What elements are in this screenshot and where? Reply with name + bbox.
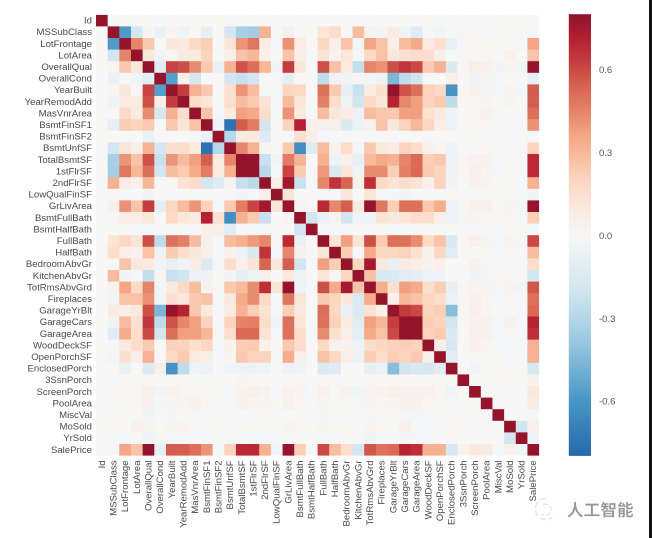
- svg-text:GarageYrBlt: GarageYrBlt: [39, 306, 92, 317]
- svg-text:PoolArea: PoolArea: [53, 398, 93, 409]
- svg-text:YearRemodAdd: YearRemodAdd: [25, 97, 92, 108]
- svg-text:OverallCond: OverallCond: [39, 74, 92, 85]
- svg-text:YrSold: YrSold: [63, 433, 92, 444]
- svg-text:2ndFlrSF: 2ndFlrSF: [53, 178, 93, 189]
- svg-text:Fireplaces: Fireplaces: [377, 460, 388, 504]
- svg-text:Id: Id: [97, 460, 108, 468]
- svg-text:YearBuilt: YearBuilt: [54, 85, 92, 96]
- svg-text:LowQualFinSF: LowQualFinSF: [29, 190, 93, 201]
- svg-text:MoSold: MoSold: [505, 460, 516, 493]
- svg-text:YrSold: YrSold: [517, 460, 528, 489]
- svg-text:OverallCond: OverallCond: [155, 460, 166, 513]
- svg-text:ScreenPorch: ScreenPorch: [37, 387, 92, 398]
- svg-text:MoSold: MoSold: [59, 422, 92, 433]
- svg-text:YearRemodAdd: YearRemodAdd: [178, 460, 189, 527]
- svg-text:FullBath: FullBath: [57, 236, 92, 247]
- svg-text:0.3: 0.3: [599, 148, 612, 159]
- svg-text:BedroomAbvGr: BedroomAbvGr: [342, 460, 353, 527]
- svg-text:LowQualFinSF: LowQualFinSF: [272, 460, 283, 524]
- svg-text:GrLivArea: GrLivArea: [283, 460, 294, 504]
- svg-text:BsmtHalfBath: BsmtHalfBath: [33, 224, 92, 235]
- svg-text:ScreenPorch: ScreenPorch: [470, 460, 481, 515]
- svg-text:BsmtFullBath: BsmtFullBath: [35, 213, 92, 224]
- svg-text:2ndFlrSF: 2ndFlrSF: [260, 460, 271, 500]
- svg-text:1stFlrSF: 1stFlrSF: [56, 166, 92, 177]
- svg-text:EnclosedPorch: EnclosedPorch: [447, 460, 458, 525]
- svg-text:-0.3: -0.3: [599, 314, 615, 325]
- svg-text:BsmtFinSF1: BsmtFinSF1: [202, 460, 213, 513]
- svg-text:MasVnrArea: MasVnrArea: [190, 460, 201, 514]
- svg-text:MSSubClass: MSSubClass: [37, 27, 93, 38]
- svg-text:EnclosedPorch: EnclosedPorch: [27, 364, 92, 375]
- svg-text:BsmtUnfSF: BsmtUnfSF: [225, 460, 236, 509]
- svg-text:LotFrontage: LotFrontage: [40, 39, 92, 50]
- svg-text:LotFrontage: LotFrontage: [120, 460, 131, 512]
- svg-text:OverallQual: OverallQual: [41, 62, 92, 73]
- svg-text:FullBath: FullBath: [318, 460, 329, 495]
- svg-text:BsmtFinSF2: BsmtFinSF2: [213, 460, 224, 513]
- svg-text:TotalBsmtSF: TotalBsmtSF: [237, 460, 248, 515]
- svg-text:1stFlrSF: 1stFlrSF: [248, 460, 259, 496]
- svg-text:TotRmsAbvGrd: TotRmsAbvGrd: [365, 460, 376, 525]
- svg-text:-0.6: -0.6: [599, 397, 615, 408]
- svg-text:BsmtHalfBath: BsmtHalfBath: [307, 460, 318, 519]
- svg-text:SalePrice: SalePrice: [528, 460, 539, 501]
- svg-text:GarageArea: GarageArea: [412, 460, 423, 513]
- svg-text:MSSubClass: MSSubClass: [109, 460, 120, 516]
- svg-text:SalePrice: SalePrice: [51, 445, 92, 456]
- svg-text:GarageCars: GarageCars: [400, 460, 411, 512]
- svg-text:GarageCars: GarageCars: [40, 317, 92, 328]
- svg-text:MasVnrArea: MasVnrArea: [39, 108, 93, 119]
- svg-text:BsmtFullBath: BsmtFullBath: [295, 460, 306, 517]
- svg-text:GrLivArea: GrLivArea: [49, 201, 93, 212]
- svg-text:HalfBath: HalfBath: [330, 460, 341, 497]
- svg-text:3SsnPorch: 3SsnPorch: [458, 460, 469, 507]
- svg-text:BedroomAbvGr: BedroomAbvGr: [26, 259, 93, 270]
- svg-text:OpenPorchSF: OpenPorchSF: [435, 460, 446, 521]
- svg-text:Fireplaces: Fireplaces: [48, 294, 92, 305]
- svg-text:GarageYrBlt: GarageYrBlt: [388, 460, 399, 513]
- svg-text:GarageArea: GarageArea: [40, 329, 93, 340]
- svg-text:KitchenAbvGr: KitchenAbvGr: [353, 460, 364, 520]
- svg-text:TotRmsAbvGrd: TotRmsAbvGrd: [27, 282, 92, 293]
- svg-text:TotalBsmtSF: TotalBsmtSF: [38, 155, 93, 166]
- svg-text:0.6: 0.6: [599, 65, 612, 76]
- svg-text:0.0: 0.0: [599, 231, 612, 242]
- svg-text:OverallQual: OverallQual: [144, 460, 155, 511]
- svg-text:LotArea: LotArea: [132, 460, 143, 494]
- svg-text:PoolArea: PoolArea: [482, 460, 493, 500]
- svg-text:YearBuilt: YearBuilt: [167, 460, 178, 498]
- svg-text:WoodDeckSF: WoodDeckSF: [423, 460, 434, 519]
- svg-text:HalfBath: HalfBath: [55, 248, 92, 259]
- svg-text:KitchenAbvGr: KitchenAbvGr: [33, 271, 93, 282]
- svg-text:WoodDeckSF: WoodDeckSF: [33, 340, 92, 351]
- svg-text:LotArea: LotArea: [58, 50, 92, 61]
- svg-text:MiscVal: MiscVal: [59, 410, 92, 421]
- svg-text:BsmtFinSF2: BsmtFinSF2: [39, 132, 92, 143]
- svg-text:Id: Id: [84, 16, 92, 27]
- svg-text:3SsnPorch: 3SsnPorch: [45, 375, 92, 386]
- svg-text:BsmtUnfSF: BsmtUnfSF: [43, 143, 92, 154]
- svg-text:BsmtFinSF1: BsmtFinSF1: [39, 120, 92, 131]
- svg-text:MiscVal: MiscVal: [493, 460, 504, 493]
- svg-text:OpenPorchSF: OpenPorchSF: [31, 352, 92, 363]
